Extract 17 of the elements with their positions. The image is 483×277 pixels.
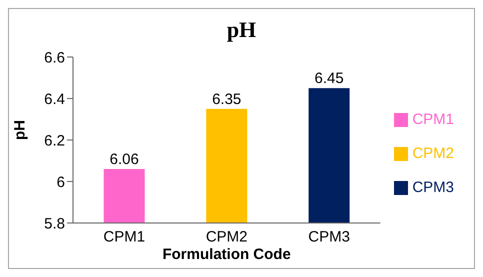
x-axis-title: Formulation Code (162, 246, 291, 263)
data-label: 6.06 (110, 151, 139, 168)
y-tick-label: 6.6 (44, 49, 65, 66)
x-tick-label: CPM2 (206, 228, 248, 246)
y-axis-title: pH (11, 120, 28, 140)
y-tick-label: 6 (56, 174, 65, 191)
y-tick-label: 6.2 (44, 132, 65, 150)
y-tick-label: 6.4 (44, 90, 65, 108)
legend-label: CPM3 (412, 179, 454, 196)
chart-title: pH (226, 17, 258, 43)
x-tick-label: CPM1 (103, 228, 146, 246)
legend-label: CPM2 (412, 145, 454, 162)
y-tick-label: 5.8 (44, 215, 65, 232)
data-label: 6.35 (212, 90, 242, 108)
x-tick-label: CPM3 (308, 228, 350, 246)
legend-label: CPM1 (412, 111, 454, 128)
data-label: 6.45 (314, 70, 344, 88)
